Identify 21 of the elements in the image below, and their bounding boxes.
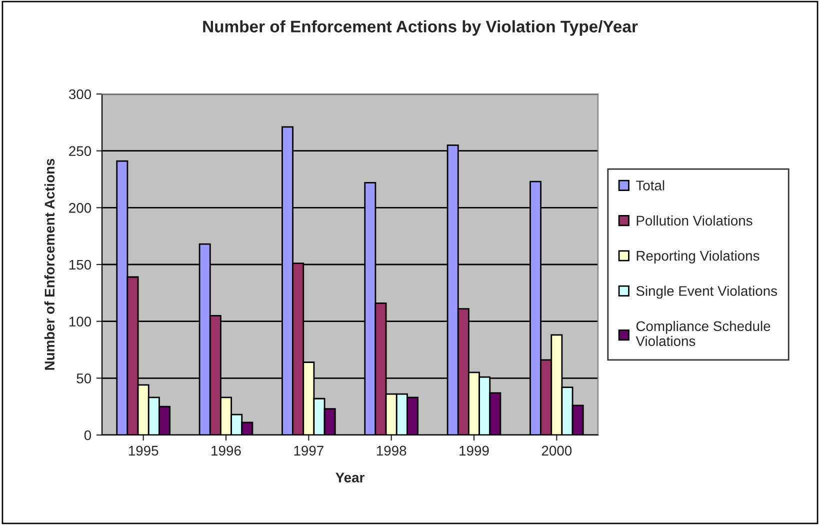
x-tick-label: 2000 (542, 446, 572, 456)
x-tick-label: 1998 (376, 446, 406, 456)
x-tick-label: 1997 (294, 446, 324, 456)
x-tick-label: 1999 (460, 446, 489, 456)
x-tick-label: 1995 (128, 446, 158, 456)
legend-label: Single Event Violations (636, 286, 778, 299)
chart-title: Number of Enforcement Actions by Violation Type/Year (203, 20, 638, 36)
legend-label: Total (636, 180, 664, 190)
y-axis-title: Number of Enforcement Actions (44, 158, 55, 370)
legend-label: Compliance Schedule Violations (636, 320, 770, 346)
y-tick-label: 250 (69, 146, 92, 156)
y-tick-label: 200 (69, 203, 92, 213)
legend-label: Reporting Violations (636, 250, 760, 264)
y-tick-label: 150 (69, 260, 92, 270)
y-tick-label: 50 (76, 374, 92, 384)
y-tick-label: 0 (84, 430, 92, 440)
y-tick-label: 300 (68, 89, 92, 100)
x-tick-label: 1996 (212, 446, 241, 456)
x-axis-title: Year (336, 472, 364, 482)
y-tick-label: 100 (69, 316, 92, 327)
legend-label: Pollution Violations (636, 215, 752, 226)
